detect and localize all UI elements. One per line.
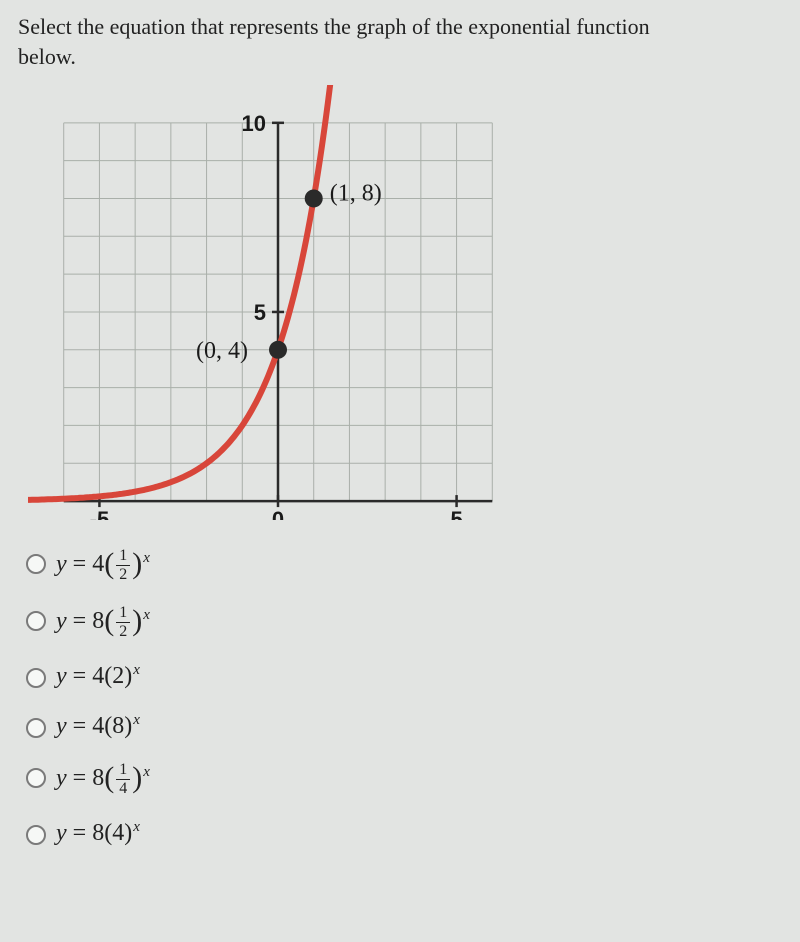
graph-container: -5 0 5 5 10 (0, 4) (1, 8) [28, 85, 782, 520]
radio-button[interactable] [26, 768, 46, 788]
radio-button[interactable] [26, 554, 46, 574]
equation-label: y = 8(4)x [56, 819, 140, 847]
answer-option-5[interactable]: y = 8(14)x [26, 762, 782, 797]
prompt-line-2: below. [18, 44, 76, 69]
answer-option-2[interactable]: y = 8(12)x [26, 605, 782, 640]
radio-button[interactable] [26, 718, 46, 738]
svg-text:(0, 4): (0, 4) [196, 338, 248, 364]
answer-option-3[interactable]: y = 4(2)x [26, 662, 782, 690]
svg-text:-5: -5 [90, 507, 110, 520]
svg-text:0: 0 [272, 507, 284, 520]
prompt-line-1: Select the equation that represents the … [18, 14, 650, 39]
radio-button[interactable] [26, 611, 46, 631]
answer-option-4[interactable]: y = 4(8)x [26, 712, 782, 740]
equation-label: y = 4(12)x [56, 548, 150, 583]
radio-button[interactable] [26, 668, 46, 688]
svg-text:5: 5 [254, 300, 266, 325]
radio-button[interactable] [26, 825, 46, 845]
equation-label: y = 4(2)x [56, 662, 140, 690]
exponential-graph: -5 0 5 5 10 (0, 4) (1, 8) [28, 85, 528, 520]
question-prompt: Select the equation that represents the … [18, 12, 782, 71]
svg-text:10: 10 [242, 111, 266, 136]
equation-label: y = 4(8)x [56, 712, 140, 740]
answer-options: y = 4(12)x y = 8(12)x y = 4(2)x y = 4(8)x y … [18, 548, 782, 847]
answer-option-1[interactable]: y = 4(12)x [26, 548, 782, 583]
svg-text:5: 5 [450, 507, 462, 520]
equation-label: y = 8(14)x [56, 762, 150, 797]
equation-label: y = 8(12)x [56, 605, 150, 640]
svg-text:(1, 8): (1, 8) [330, 181, 382, 207]
answer-option-6[interactable]: y = 8(4)x [26, 819, 782, 847]
